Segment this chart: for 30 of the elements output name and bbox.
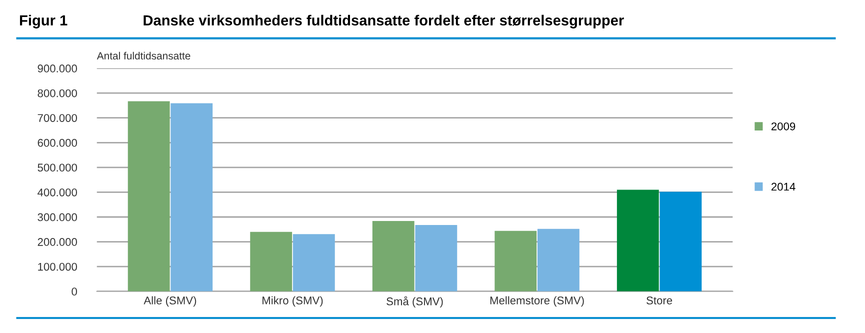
y-tick-label: 700.000 <box>38 114 78 122</box>
chart-title: Danske virksomheders fuldtidsansatte fordelt efter størrelsesgrupper <box>144 14 624 28</box>
x-tick-label: Små (SMV) <box>386 296 443 308</box>
y-tick-label: 0 <box>72 288 77 296</box>
legend-label: 2014 <box>771 182 796 191</box>
y-tick-label: 600.000 <box>38 138 78 147</box>
y-tick-label: 100.000 <box>38 262 78 271</box>
bar <box>292 234 335 292</box>
bar <box>494 230 537 292</box>
bar <box>372 220 414 292</box>
y-tick-label: 400.000 <box>38 188 78 196</box>
bar <box>128 101 170 292</box>
y-tick-label: 800.000 <box>38 89 78 98</box>
y-tick-label: 900.000 <box>38 64 78 72</box>
legend-label: 2009 <box>771 122 796 130</box>
x-tick-label: Alle (SMV) <box>144 296 196 307</box>
bar <box>616 190 659 292</box>
x-tick-label: Store <box>646 296 672 304</box>
y-tick-label: 300.000 <box>38 213 78 222</box>
y-axis-title: Antal fuldtidsansatte <box>96 52 190 60</box>
y-tick-label: 500.000 <box>38 164 78 172</box>
x-tick-label: Mellemstore (SMV) <box>490 296 584 307</box>
y-tick-label: 200.000 <box>38 238 78 246</box>
bar <box>415 224 458 292</box>
text: Figur 1 <box>20 14 68 28</box>
bar <box>537 228 580 292</box>
bar <box>250 232 292 292</box>
bar <box>660 192 702 292</box>
x-tick-label: Mikro (SMV) <box>262 296 323 307</box>
bar <box>170 103 213 292</box>
